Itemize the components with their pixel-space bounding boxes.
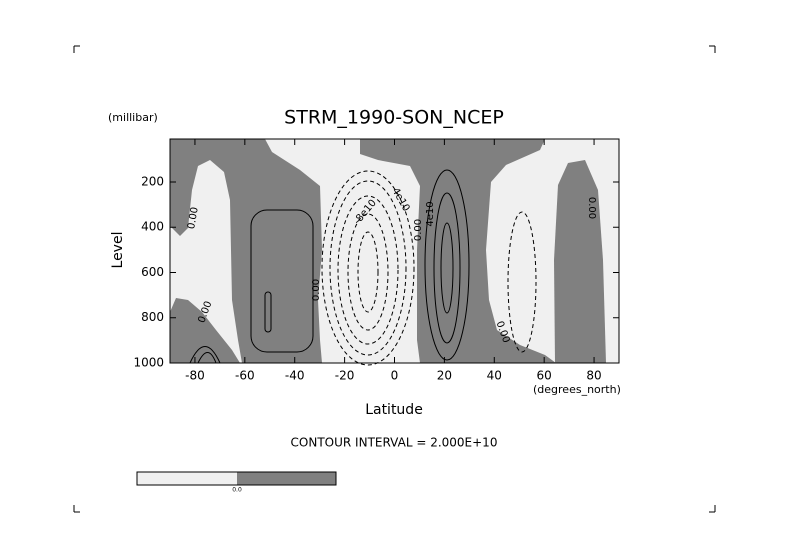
contour-line — [337, 195, 399, 345]
x-tick-label: -60 — [235, 369, 255, 383]
crop-marks — [73, 45, 716, 513]
x-tick-label: 20 — [437, 369, 452, 383]
contour-line — [264, 291, 272, 333]
footer: CONTOUR INTERVAL = 2.000E+10 — [291, 436, 498, 450]
contour-line — [329, 180, 407, 356]
y-tick-label: 600 — [141, 265, 164, 279]
contour-line — [321, 170, 415, 366]
x-tick-label: -20 — [335, 369, 355, 383]
contour-field — [170, 139, 619, 366]
y-unit: (millibar) — [108, 111, 158, 124]
contour-label: 0.00 — [586, 197, 597, 219]
x-axis-title: Latitude — [365, 402, 423, 418]
contour-line — [507, 211, 537, 353]
colorbar-positive — [237, 472, 336, 485]
x-tick-label: 0 — [391, 369, 399, 383]
colorbar-frame — [136, 471, 337, 486]
positive-region — [360, 139, 556, 363]
x-tick-label: 40 — [487, 369, 502, 383]
contour-line — [357, 231, 379, 313]
contour-line — [189, 346, 221, 364]
contour-line — [433, 192, 461, 344]
x-tick-label: -40 — [285, 369, 305, 383]
y-tick-label: 800 — [141, 310, 164, 324]
x-tick-label: 60 — [537, 369, 552, 383]
positive-region — [554, 160, 606, 363]
positive-region — [170, 139, 322, 363]
chart-title: STRM_1990-SON_NCEP — [284, 107, 504, 129]
contour-line — [197, 352, 217, 364]
positive-region — [170, 298, 240, 363]
contour-line — [347, 213, 389, 331]
contour-label: 0.00 — [413, 219, 424, 241]
colorbar-label: 0.0 — [232, 487, 242, 494]
x-tick-label: 80 — [586, 369, 601, 383]
colorbar-negative — [137, 472, 237, 485]
x-unit: (degrees_north) — [533, 383, 621, 396]
y-tick-label: 400 — [141, 220, 164, 234]
y-tick-label: 1000 — [133, 356, 164, 370]
contour-label: 0.00 — [311, 279, 322, 301]
contour-label: 4e10 — [425, 201, 436, 226]
contour-label: 0.00 — [186, 206, 201, 230]
y-tick-label: 200 — [141, 174, 164, 188]
contour-line — [424, 169, 470, 361]
contour-line — [440, 222, 454, 314]
y-axis-title: Level — [110, 232, 126, 269]
x-tick-label: -80 — [185, 369, 205, 383]
contour-line — [250, 209, 314, 353]
